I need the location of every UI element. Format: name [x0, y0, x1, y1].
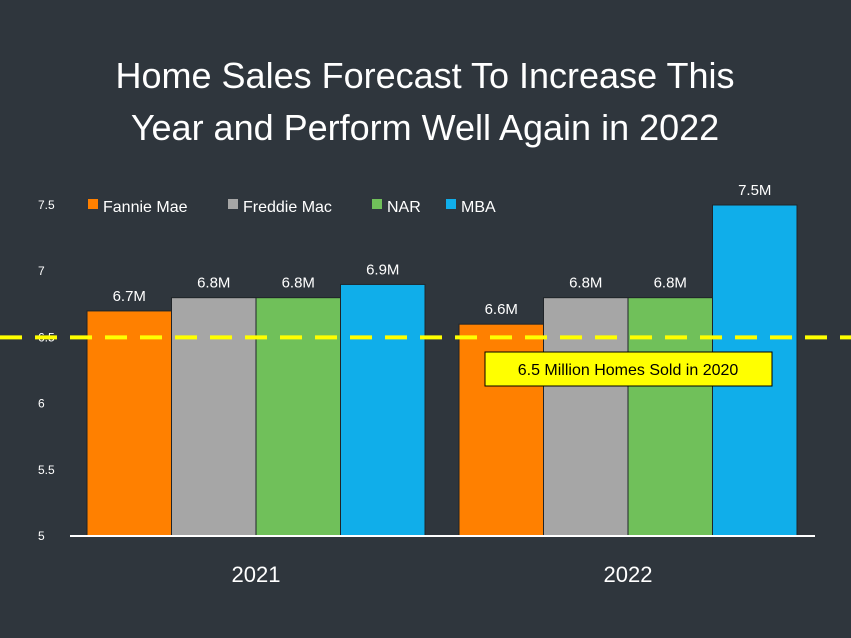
legend-swatch — [228, 199, 238, 209]
y-tick-label: 7 — [38, 264, 45, 278]
legend-label: MBA — [461, 199, 496, 216]
bar-mba-2021 — [340, 283, 426, 537]
legend-swatch — [88, 199, 98, 209]
chart-title-line: Home Sales Forecast To Increase This — [116, 55, 735, 96]
data-label: 6.7M — [113, 288, 146, 305]
data-label: 7.5M — [738, 182, 771, 199]
bar-fannie-mae-2021 — [86, 310, 172, 537]
legend-label: Fannie Mae — [103, 199, 188, 216]
data-labels: 6.7M 6.8M 6.8M 6.9M 6.6M 6.8M 6.8M 7.5M — [113, 182, 772, 318]
y-tick-label: 5 — [38, 529, 45, 543]
data-label: 6.8M — [569, 275, 602, 292]
y-tick-label: 7.5 — [38, 198, 55, 212]
x-category-label: 2022 — [604, 562, 653, 587]
y-tick-label: 6 — [38, 397, 45, 411]
data-label: 6.8M — [654, 275, 687, 292]
reference-callout-box — [484, 351, 773, 387]
x-axis-categories: 2021 2022 — [232, 562, 653, 587]
legend-swatch — [372, 199, 382, 209]
data-label: 6.8M — [197, 275, 230, 292]
reference-line-group: 6.5 Million Homes Sold in 2020 — [0, 335, 851, 387]
chart-title: Home Sales Forecast To Increase This Year… — [116, 55, 735, 148]
data-label: 6.8M — [282, 275, 315, 292]
bar-freddie-mac-2022 — [543, 297, 629, 537]
data-label: 6.6M — [485, 301, 518, 318]
legend: Fannie Mae Freddie Mac NAR MBA — [88, 199, 496, 216]
data-label: 6.9M — [366, 261, 399, 278]
reference-callout-label: 6.5 Million Homes Sold in 2020 — [518, 362, 739, 379]
x-category-label: 2021 — [232, 562, 281, 587]
legend-label: NAR — [387, 199, 421, 216]
y-tick-label: 5.5 — [38, 463, 55, 477]
bar-nar-2022 — [627, 297, 713, 537]
chart-title-line: Year and Perform Well Again in 2022 — [131, 107, 719, 148]
y-axis-ticks: 55.566.577.5 — [38, 198, 55, 543]
bar-nar-2021 — [255, 297, 341, 537]
bar-freddie-mac-2021 — [171, 297, 257, 537]
legend-label: Freddie Mac — [243, 199, 332, 216]
legend-swatch — [446, 199, 456, 209]
